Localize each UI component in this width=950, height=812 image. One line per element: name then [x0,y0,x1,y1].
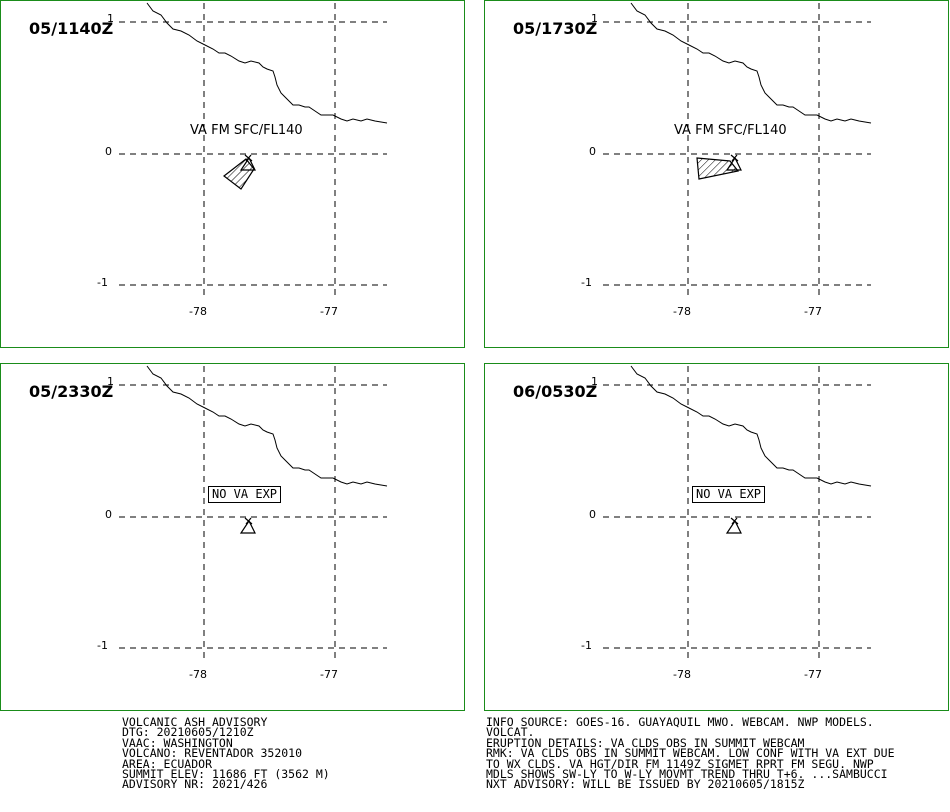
latitude-tick-label: 1 [591,12,598,25]
longitude-tick-label: -77 [804,305,822,318]
latitude-tick-label: 1 [591,375,598,388]
map-panel-4: 06/0530Z NO VA EXP 1 0 -1 -78 -77 [484,363,949,711]
advisory-left-line: VOLCANIC ASH ADVISORY [122,715,268,729]
graticule [603,3,871,299]
advisory-right-line: MDLS SHOWS SW-LY TO W-LY MOVMT TREND THR… [486,767,888,782]
no-va-expected-label: NO VA EXP [208,486,282,503]
longitude-tick-label: -78 [673,668,691,681]
advisory-right-line: ERUPTION DETAILS: VA CLDS OBS IN SUMMIT … [486,735,805,750]
advisory-right-line: VOLCAT. [486,725,535,740]
advisory-left-line: VOLCANO: REVENTADOR 352010 [122,746,303,761]
graticule [603,366,871,662]
advisory-left-line: VAAC: WASHINGTON [122,735,233,750]
map-canvas [119,2,388,299]
map-canvas [119,365,388,662]
latitude-tick-label: 1 [107,12,114,25]
coastline [630,365,872,487]
latitude-tick-label: 0 [589,145,596,158]
valid-time-label: 05/2330Z [29,382,114,401]
longitude-tick-label: -78 [673,305,691,318]
latitude-tick-label: -1 [97,276,108,289]
valid-time-label: 06/0530Z [513,382,598,401]
latitude-tick-label: 0 [105,145,112,158]
coastline [146,365,388,487]
advisory-left-line: ADVISORY NR: 2021/426 [122,777,268,792]
latitude-tick-label: 0 [105,508,112,521]
map-panel-2: 05/1730Z VA FM SFC/FL140 1 0 -1 -78 -77 [484,0,949,348]
longitude-tick-label: -77 [804,668,822,681]
latitude-tick-label: 0 [589,508,596,521]
advisory-left-line: SUMMIT ELEV: 11686 FT (3562 M) [122,767,330,782]
va-height-label: VA FM SFC/FL140 [190,123,303,138]
longitude-tick-label: -78 [189,305,207,318]
latitude-tick-label: 1 [107,375,114,388]
coastline [146,2,388,124]
graticule [119,3,387,299]
ash-cloud-area [696,157,740,180]
coastline [630,2,872,124]
advisory-right-line: INFO SOURCE: GOES-16. GUAYAQUIL MWO. WEB… [486,715,874,729]
advisory-right-line: NXT ADVISORY: WILL BE ISSUED BY 20210605… [486,777,805,792]
map-panel-1: 05/1140Z VA FM SFC/FL140 1 0 -1 -78 -77 [0,0,465,348]
longitude-tick-label: -78 [189,668,207,681]
latitude-tick-label: -1 [581,639,592,652]
advisory-left-line: DTG: 20210605/1210Z [122,725,254,740]
longitude-tick-label: -77 [320,668,338,681]
map-canvas [603,2,872,299]
advisory-left-line: AREA: ECUADOR [122,756,213,771]
valid-time-label: 05/1730Z [513,19,598,38]
no-va-expected-label: NO VA EXP [692,486,766,503]
map-panel-3: 05/2330Z NO VA EXP 1 0 -1 -78 -77 [0,363,465,711]
latitude-tick-label: -1 [97,639,108,652]
latitude-tick-label: -1 [581,276,592,289]
advisory-text-right: INFO SOURCE: GOES-16. GUAYAQUIL MWO. WEB… [486,715,895,792]
advisory-right-line: TO WX CLDS. VA HGT/DIR FM 1149Z SIGMET R… [486,756,874,771]
graticule [119,366,387,662]
ash-cloud-area [223,158,255,190]
longitude-tick-label: -77 [320,305,338,318]
volcano-icon [239,517,256,534]
advisory-right-line: RMK: VA CLDS OBS IN SUMMIT WEBCAM. LOW C… [486,746,895,761]
advisory-text-left: VOLCANIC ASH ADVISORY DTG: 20210605/1210Z… [122,715,330,792]
va-height-label: VA FM SFC/FL140 [674,123,787,138]
volcano-icon [725,517,742,534]
map-canvas [603,365,872,662]
valid-time-label: 05/1140Z [29,19,114,38]
